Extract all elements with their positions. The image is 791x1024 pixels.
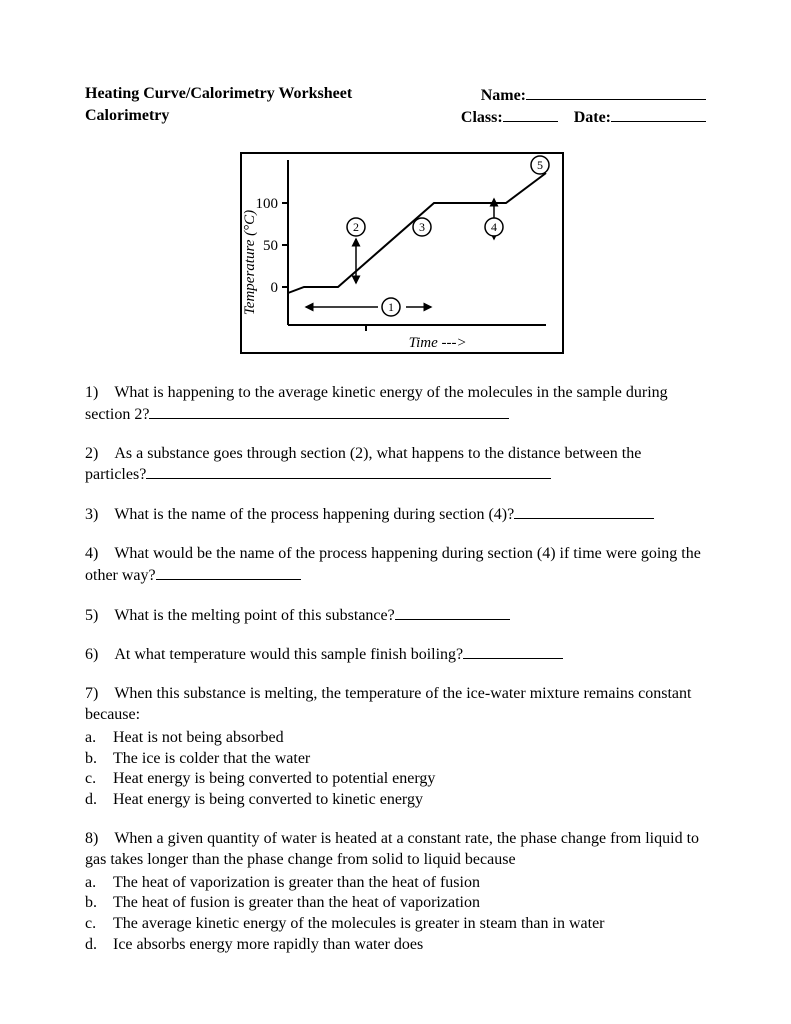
answer-blank[interactable]: [149, 404, 509, 419]
class-blank[interactable]: [503, 107, 558, 122]
worksheet-page: Heating Curve/Calorimetry Worksheet Name…: [0, 0, 791, 1024]
option-text: Heat energy is being converted to potent…: [113, 770, 435, 787]
answer-blank[interactable]: [395, 605, 510, 620]
option-text: Heat is not being absorbed: [113, 729, 284, 746]
title-line-2: Calorimetry: [85, 107, 169, 127]
option-b[interactable]: b.The ice is colder that the water: [85, 749, 706, 770]
answer-blank[interactable]: [146, 464, 551, 479]
class-label: Class: [461, 109, 497, 127]
option-text: Heat energy is being converted to kineti…: [113, 791, 423, 808]
heating-curve-chart: 0 50 100Temperature (°C) Time ---> 1 2 3 4 5: [85, 145, 706, 365]
svg-text:3: 3: [419, 220, 425, 234]
option-list: a.The heat of vaporization is greater th…: [85, 873, 706, 956]
svg-text:0: 0: [270, 280, 278, 296]
question-4: 4) What would be the name of the process…: [85, 544, 706, 587]
svg-text:5: 5: [537, 158, 543, 172]
option-letter: a.: [85, 873, 113, 894]
option-c[interactable]: c.Heat energy is being converted to pote…: [85, 769, 706, 790]
question-number: 6): [85, 646, 114, 663]
question-number: 1): [85, 384, 114, 401]
option-b[interactable]: b.The heat of fusion is greater than the…: [85, 893, 706, 914]
date-blank[interactable]: [611, 107, 706, 122]
option-text: Ice absorbs energy more rapidly than wat…: [113, 936, 423, 953]
svg-text:4: 4: [491, 220, 497, 234]
question-text: When this substance is melting, the temp…: [85, 685, 691, 723]
question-3: 3) What is the name of the process happe…: [85, 504, 706, 526]
class-date-field: Class: Date:: [461, 107, 706, 127]
question-number: 8): [85, 830, 114, 847]
option-letter: c.: [85, 914, 113, 935]
name-blank[interactable]: [526, 85, 706, 100]
option-text: The average kinetic energy of the molecu…: [113, 915, 605, 932]
header: Heating Curve/Calorimetry Worksheet Name…: [85, 85, 706, 127]
option-a[interactable]: a.Heat is not being absorbed: [85, 728, 706, 749]
option-letter: c.: [85, 769, 113, 790]
option-d[interactable]: d.Ice absorbs energy more rapidly than w…: [85, 935, 706, 956]
answer-blank[interactable]: [514, 504, 654, 519]
question-number: 2): [85, 445, 114, 462]
name-label: Name: [481, 87, 521, 105]
option-a[interactable]: a.The heat of vaporization is greater th…: [85, 873, 706, 894]
option-letter: a.: [85, 728, 113, 749]
svg-text:100: 100: [255, 196, 278, 212]
svg-text:1: 1: [388, 300, 394, 314]
question-number: 7): [85, 685, 114, 702]
svg-text:Temperature (°C): Temperature (°C): [242, 210, 258, 315]
option-letter: b.: [85, 893, 113, 914]
question-number: 5): [85, 607, 114, 624]
option-c[interactable]: c.The average kinetic energy of the mole…: [85, 914, 706, 935]
questions-list: 1) What is happening to the average kine…: [85, 383, 706, 956]
question-number: 3): [85, 506, 114, 523]
option-text: The heat of vaporization is greater than…: [113, 874, 480, 891]
answer-blank[interactable]: [463, 644, 563, 659]
question-1: 1) What is happening to the average kine…: [85, 383, 706, 426]
option-d[interactable]: d.Heat energy is being converted to kine…: [85, 790, 706, 811]
name-field: Name:: [481, 85, 706, 105]
option-letter: b.: [85, 749, 113, 770]
option-list: a.Heat is not being absorbedb.The ice is…: [85, 728, 706, 811]
question-text: At what temperature would this sample fi…: [114, 646, 463, 663]
question-8: 8) When a given quantity of water is hea…: [85, 829, 706, 956]
option-letter: d.: [85, 790, 113, 811]
option-text: The ice is colder that the water: [113, 750, 310, 767]
option-letter: d.: [85, 935, 113, 956]
title-line-1: Heating Curve/Calorimetry Worksheet: [85, 85, 352, 105]
question-text: When a given quantity of water is heated…: [85, 830, 699, 868]
question-text: What is the melting point of this substa…: [114, 607, 394, 624]
question-2: 2) As a substance goes through section (…: [85, 444, 706, 487]
question-5: 5) What is the melting point of this sub…: [85, 605, 706, 627]
option-text: The heat of fusion is greater than the h…: [113, 894, 480, 911]
answer-blank[interactable]: [156, 565, 301, 580]
heating-curve-svg: 0 50 100Temperature (°C) Time ---> 1 2 3 4 5: [226, 145, 566, 360]
date-label: Date: [574, 109, 606, 127]
question-text: What is the name of the process happenin…: [114, 506, 514, 523]
question-number: 4): [85, 545, 114, 562]
question-6: 6) At what temperature would this sample…: [85, 644, 706, 666]
question-7: 7) When this substance is melting, the t…: [85, 684, 706, 811]
svg-text:Time --->: Time --->: [408, 335, 466, 351]
svg-text:50: 50: [263, 238, 278, 254]
svg-text:2: 2: [353, 220, 359, 234]
